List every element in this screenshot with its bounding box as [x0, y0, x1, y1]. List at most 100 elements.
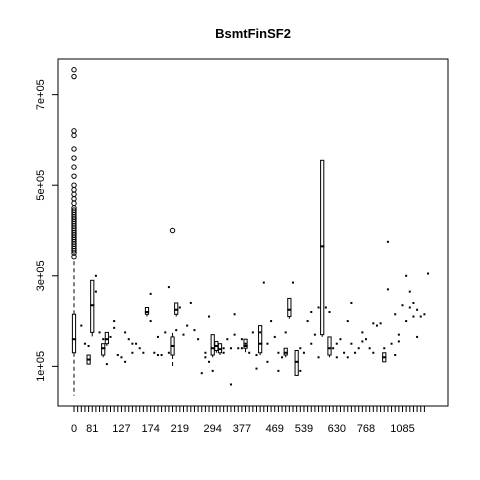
data-point: [204, 351, 207, 354]
data-point: [423, 313, 426, 316]
x-tick-label: 377: [233, 423, 251, 435]
data-point: [116, 354, 119, 357]
x-tick-label: 768: [357, 423, 375, 435]
data-point: [281, 356, 284, 359]
data-point: [124, 331, 127, 334]
data-point: [113, 320, 116, 323]
data-point: [120, 356, 123, 359]
box: [101, 343, 106, 356]
data-point: [226, 338, 229, 341]
data-point: [365, 338, 367, 341]
data-point: [255, 367, 258, 370]
box: [320, 159, 325, 336]
data-point: [109, 335, 112, 338]
data-point: [277, 369, 280, 372]
y-tick-label: 5e+05: [35, 170, 47, 201]
data-point: [361, 331, 364, 334]
data-point: [277, 351, 280, 354]
box: [294, 350, 299, 376]
outlier-point: [71, 146, 77, 152]
box: [283, 347, 288, 356]
data-point: [266, 360, 269, 363]
data-point: [394, 354, 397, 357]
x-axis: 0 81 127 174 219 294 377 469 539 630 768 1085: [71, 405, 425, 435]
data-point: [397, 340, 400, 343]
outlier-point: [71, 187, 77, 193]
outlier-point: [71, 155, 77, 161]
data-point: [412, 301, 415, 304]
data-point: [386, 240, 389, 243]
data-point: [405, 320, 408, 323]
data-point: [175, 329, 178, 332]
data-point: [105, 363, 108, 366]
data-point: [80, 324, 83, 327]
x-tick-label: 0: [71, 423, 77, 435]
data-point: [419, 315, 422, 318]
box-group: [71, 67, 387, 396]
data-point: [87, 344, 90, 347]
outlier-point: [71, 67, 77, 73]
box: [90, 279, 95, 333]
data-point: [124, 360, 127, 363]
data-point: [193, 329, 196, 332]
data-point: [164, 331, 167, 334]
box: [174, 302, 179, 315]
data-point: [113, 326, 116, 329]
data-point: [233, 313, 236, 316]
data-point: [361, 340, 364, 343]
data-point: [160, 354, 163, 357]
data-point: [372, 351, 375, 354]
chart-title: BsmtFinSF2: [215, 26, 291, 41]
data-point: [299, 369, 302, 372]
data-point: [138, 347, 141, 350]
data-point: [270, 320, 273, 323]
data-point: [299, 347, 302, 350]
data-point: [383, 347, 386, 350]
data-point: [372, 322, 375, 325]
box: [144, 306, 150, 315]
data-point: [408, 306, 411, 309]
data-point: [339, 338, 342, 341]
data-point: [255, 354, 258, 357]
data-point: [350, 342, 353, 345]
data-point: [135, 342, 138, 345]
data-point: [208, 315, 211, 318]
data-point: [405, 274, 408, 277]
x-tick-label: 81: [86, 423, 98, 435]
data-point: [416, 308, 419, 311]
data-point: [233, 333, 236, 336]
data-point: [222, 347, 225, 350]
data-point: [416, 335, 419, 338]
data-point: [324, 306, 327, 309]
data-point: [343, 351, 346, 354]
outlier-point: [71, 196, 77, 202]
data-point: [368, 347, 371, 350]
data-point: [390, 342, 393, 345]
data-point: [284, 331, 287, 334]
outlier-point: [71, 207, 77, 213]
outlier-point: [71, 173, 77, 179]
data-point: [237, 347, 240, 350]
data-point: [335, 356, 338, 359]
data-point: [83, 342, 86, 345]
data-point: [379, 322, 382, 325]
data-point: [94, 274, 97, 277]
data-point: [182, 333, 185, 336]
outlier-point: [169, 227, 176, 234]
data-point: [229, 383, 232, 386]
x-tick-label: 1085: [390, 423, 414, 435]
data-point: [266, 342, 269, 345]
data-point: [204, 356, 207, 359]
data-point: [302, 351, 305, 354]
data-point: [156, 335, 159, 338]
data-point: [408, 290, 411, 293]
outlier-point: [71, 73, 77, 80]
data-point: [313, 333, 316, 336]
data-point: [357, 347, 360, 350]
data-point: [186, 324, 189, 327]
box: [258, 325, 263, 354]
data-point: [142, 351, 145, 354]
data-point: [251, 331, 254, 334]
data-point: [346, 320, 349, 323]
data-point: [350, 301, 353, 304]
